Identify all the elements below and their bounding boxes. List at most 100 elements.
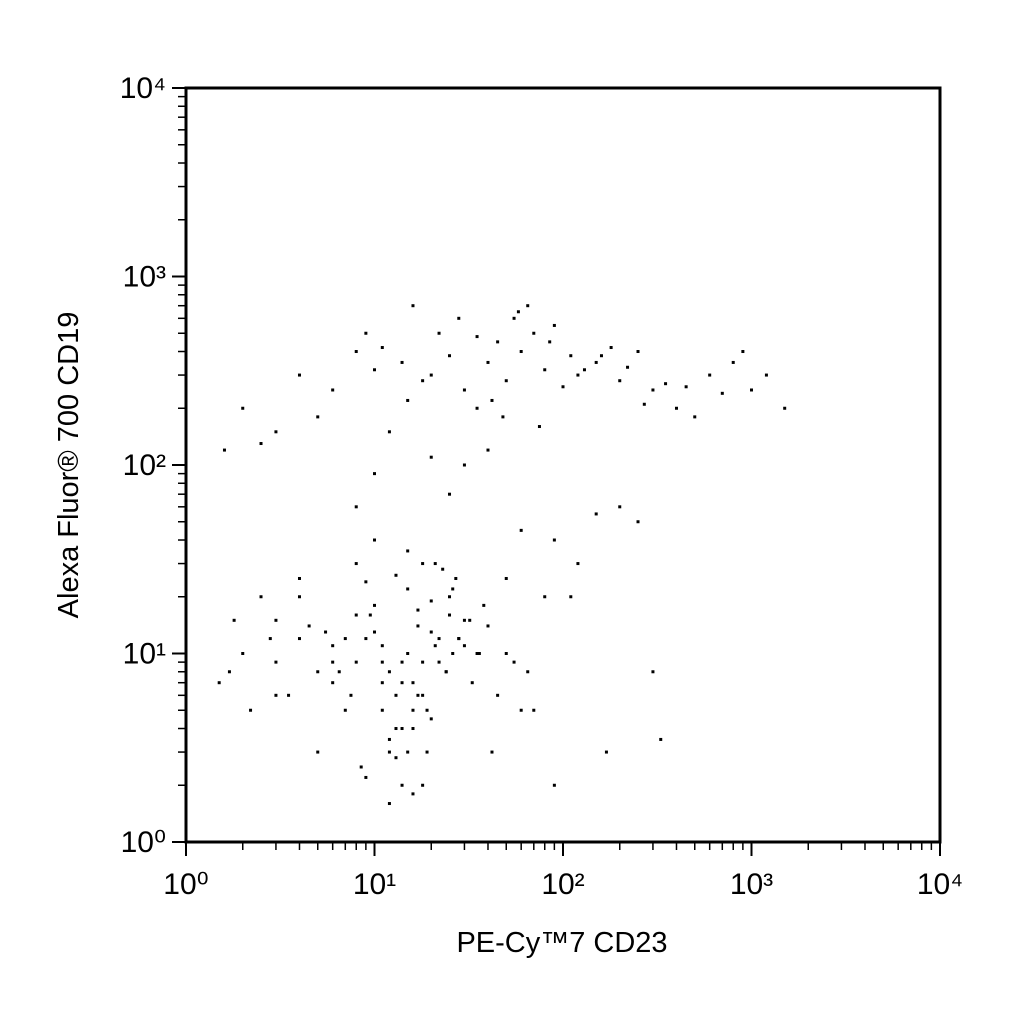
data-point — [400, 660, 404, 664]
data-point — [249, 708, 253, 712]
data-point — [475, 652, 479, 655]
data-point — [387, 430, 391, 434]
data-point — [569, 595, 573, 599]
data-point — [400, 681, 404, 685]
data-point — [604, 750, 608, 754]
data-point — [664, 382, 668, 386]
data-point — [354, 505, 358, 509]
x-axis-label: PE-Cy™7 CD23 — [456, 927, 667, 959]
data-point — [364, 775, 368, 779]
data-point — [504, 652, 508, 655]
data-point — [462, 463, 466, 467]
data-point — [486, 448, 490, 452]
data-point — [297, 576, 301, 580]
data-point — [421, 562, 425, 566]
data-point — [297, 373, 301, 377]
data-point — [475, 406, 479, 410]
data-point — [400, 360, 404, 364]
data-point — [406, 549, 410, 553]
data-point — [444, 670, 448, 674]
data-point — [552, 538, 556, 542]
data-point — [651, 388, 655, 392]
data-point — [297, 637, 301, 641]
data-point — [462, 644, 466, 648]
data-point — [380, 346, 384, 350]
data-point — [241, 406, 245, 410]
data-point — [519, 350, 523, 354]
data-point — [750, 388, 753, 392]
data-point — [400, 783, 404, 787]
data-point — [411, 681, 415, 685]
data-point — [490, 750, 494, 754]
data-point — [411, 708, 415, 712]
data-point — [548, 340, 552, 344]
y-tick-label: 10¹ — [123, 638, 166, 671]
x-tick-label: 10⁰ — [163, 868, 208, 901]
data-point — [425, 708, 429, 712]
data-point — [783, 406, 787, 410]
data-point — [512, 660, 516, 664]
data-point — [421, 783, 425, 787]
data-point — [441, 567, 445, 571]
x-tick-label: 10² — [541, 868, 584, 901]
data-point — [470, 681, 474, 685]
data-point — [618, 379, 622, 383]
data-point — [462, 618, 466, 622]
data-point — [331, 388, 335, 392]
data-point — [287, 693, 291, 697]
data-point — [268, 637, 272, 641]
data-point — [437, 637, 441, 641]
data-point — [693, 415, 697, 419]
data-point — [482, 603, 486, 607]
data-point — [519, 528, 523, 532]
data-point — [451, 587, 455, 591]
data-point — [217, 681, 221, 685]
data-point — [380, 660, 384, 664]
data-point — [451, 652, 455, 655]
data-point — [636, 520, 640, 524]
data-point — [636, 350, 640, 354]
data-point — [349, 693, 353, 697]
data-point — [526, 304, 530, 308]
data-point — [380, 708, 384, 712]
data-point — [227, 670, 231, 674]
data-point — [626, 365, 630, 369]
data-point — [429, 455, 433, 459]
data-point — [501, 415, 505, 419]
data-point — [490, 398, 494, 402]
data-point — [316, 415, 320, 419]
y-tick-label: 10⁴ — [120, 72, 166, 105]
data-point — [406, 587, 410, 591]
data-point — [576, 562, 580, 566]
data-point — [429, 373, 433, 377]
data-point — [421, 693, 425, 697]
data-point — [364, 331, 368, 335]
data-point — [394, 756, 398, 760]
data-point — [537, 425, 541, 429]
data-point — [674, 406, 678, 410]
data-point — [532, 331, 536, 335]
data-point — [576, 373, 580, 377]
data-point — [307, 624, 311, 628]
data-point — [274, 618, 278, 622]
data-point — [486, 360, 490, 364]
data-point — [594, 512, 598, 516]
data-point — [421, 660, 425, 664]
data-point — [496, 340, 500, 344]
x-tick-label: 10⁴ — [917, 868, 963, 901]
data-point — [373, 472, 376, 476]
data-point — [421, 379, 425, 383]
data-point — [259, 442, 263, 446]
data-point — [387, 750, 391, 754]
x-tick-label: 10³ — [730, 868, 773, 901]
data-point — [400, 727, 404, 731]
data-point — [406, 398, 410, 402]
data-point — [609, 346, 613, 350]
data-point — [406, 652, 410, 655]
data-point — [516, 310, 520, 314]
data-point — [599, 354, 603, 358]
data-point — [457, 316, 461, 320]
data-point — [316, 750, 320, 754]
y-axis-label: Alexa Fluor® 700 CD19 — [53, 312, 85, 619]
